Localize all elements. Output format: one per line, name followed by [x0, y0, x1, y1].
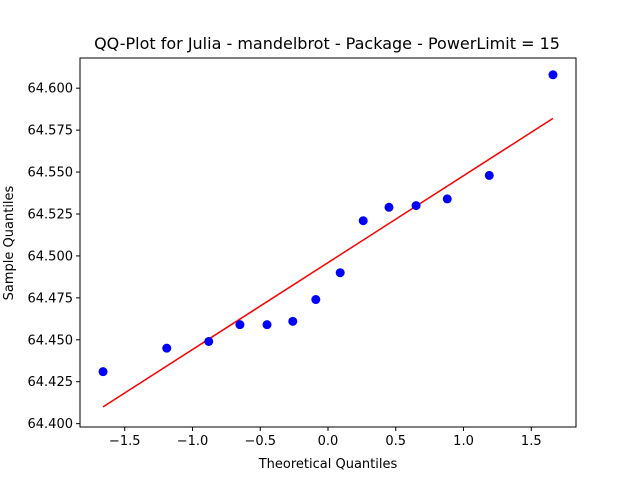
data-point [384, 202, 394, 212]
x-tick-label: −0.5 [244, 434, 276, 449]
y-tick-label: 64.475 [28, 291, 74, 306]
y-axis-label: Sample Quantiles [2, 185, 17, 300]
x-tick-label: 0.0 [318, 434, 339, 449]
data-point [262, 320, 272, 330]
y-tick-label: 64.500 [28, 249, 74, 264]
x-tick-label: −1.5 [109, 434, 141, 449]
data-point [288, 316, 298, 326]
data-point [98, 367, 108, 377]
x-axis-label: Theoretical Quantiles [258, 457, 398, 472]
x-tick-label: 1.5 [521, 434, 542, 449]
data-point [442, 194, 452, 204]
chart-title: QQ-Plot for Julia - mandelbrot - Package… [94, 34, 560, 53]
y-tick-label: 64.450 [28, 333, 74, 348]
y-tick-label: 64.425 [28, 375, 74, 390]
data-point [311, 295, 321, 305]
x-axis: −1.5 −1.0 −0.5 0.0 0.5 1.0 1.5 [109, 427, 542, 449]
x-tick-label: 0.5 [385, 434, 406, 449]
data-point [411, 201, 421, 211]
x-tick-label: 1.0 [453, 434, 474, 449]
data-point [162, 343, 172, 353]
y-tick-label: 64.525 [28, 207, 74, 222]
fit-line [102, 117, 554, 408]
data-point [484, 170, 494, 180]
data-point [235, 320, 245, 330]
y-axis: 64.400 64.425 64.450 64.475 64.500 64.525 64.5… [28, 82, 80, 432]
data-point [548, 70, 558, 80]
y-tick-label: 64.600 [28, 82, 74, 97]
data-point [204, 336, 214, 346]
plot-area [98, 70, 558, 408]
y-tick-label: 64.400 [28, 417, 74, 432]
axes-frame [79, 57, 577, 428]
y-tick-label: 64.575 [28, 124, 74, 139]
data-point [358, 216, 368, 226]
y-tick-label: 64.550 [28, 166, 74, 181]
data-point [335, 268, 345, 278]
x-tick-label: −1.0 [177, 434, 209, 449]
